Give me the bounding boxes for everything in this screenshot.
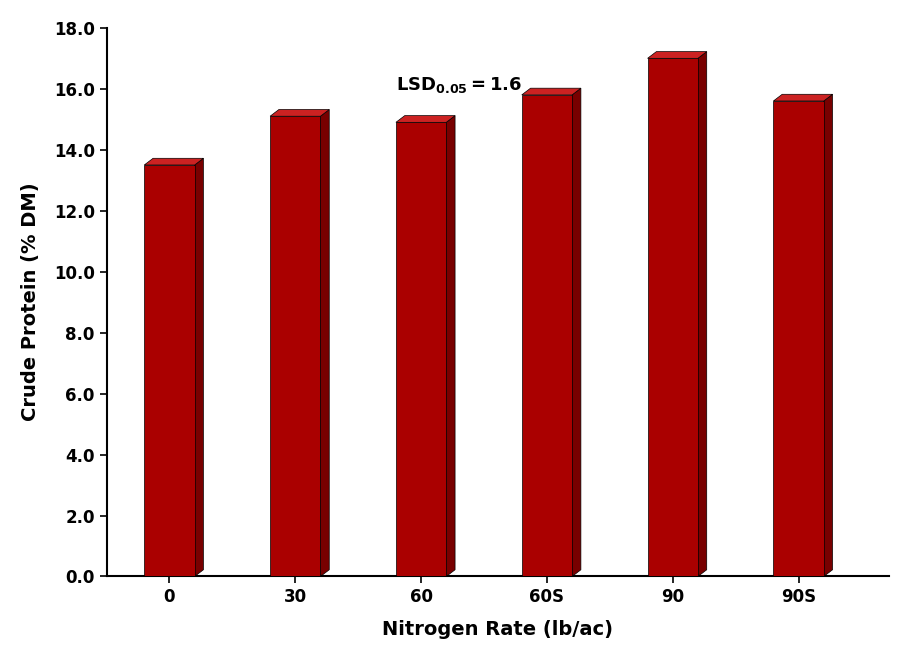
- Polygon shape: [446, 115, 455, 576]
- Y-axis label: Crude Protein (% DM): Crude Protein (% DM): [21, 183, 40, 422]
- Polygon shape: [521, 88, 581, 95]
- Polygon shape: [648, 51, 707, 58]
- Polygon shape: [521, 95, 572, 576]
- X-axis label: Nitrogen Rate (lb/ac): Nitrogen Rate (lb/ac): [382, 620, 613, 639]
- Polygon shape: [774, 94, 833, 101]
- Polygon shape: [648, 58, 698, 576]
- Polygon shape: [320, 110, 329, 576]
- Polygon shape: [824, 94, 833, 576]
- Polygon shape: [698, 51, 707, 576]
- Text: $\mathbf{LSD_{0.05}}$$\mathbf{= 1.6}$: $\mathbf{LSD_{0.05}}$$\mathbf{= 1.6}$: [396, 75, 522, 96]
- Polygon shape: [396, 122, 446, 576]
- Polygon shape: [572, 88, 581, 576]
- Polygon shape: [774, 101, 824, 576]
- Polygon shape: [145, 165, 195, 576]
- Polygon shape: [145, 158, 204, 165]
- Polygon shape: [195, 158, 204, 576]
- Polygon shape: [270, 116, 320, 576]
- Polygon shape: [270, 110, 329, 116]
- Polygon shape: [396, 115, 455, 122]
